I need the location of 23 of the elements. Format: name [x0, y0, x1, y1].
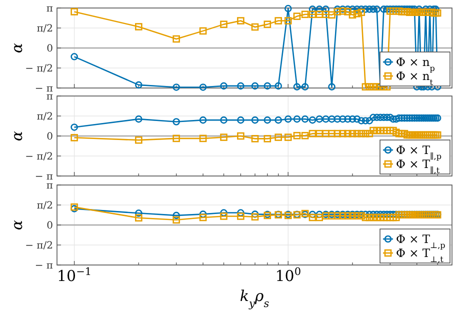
- legend-label: Φ × n$_{p}$: [396, 55, 435, 72]
- y-tick-label: π: [46, 92, 54, 102]
- x-tick-label: 10$^{0}$: [275, 266, 302, 285]
- y-tick-label: π/2: [36, 200, 53, 212]
- y-tick-label: π/2: [36, 112, 53, 122]
- y-tick-label: − π: [34, 172, 54, 182]
- x-axis-title: k$_{y}$ρ$_{s}$: [240, 287, 270, 310]
- y-tick-label: − π/2: [25, 152, 53, 162]
- y-tick-label: − π/2: [25, 240, 53, 252]
- y-axis-title: α: [8, 42, 26, 54]
- x-tick-label: 10$^{−1}$: [57, 266, 92, 285]
- y-axis-title: α: [8, 130, 26, 142]
- y-tick-label: 0: [46, 44, 53, 54]
- y-axis-title: α: [8, 220, 26, 230]
- y-tick-label: π: [46, 4, 54, 14]
- y-tick-label: − π/2: [25, 64, 53, 74]
- y-tick-label: − π: [34, 260, 54, 272]
- y-tick-label: − π: [34, 84, 54, 94]
- y-tick-label: 0: [46, 132, 53, 142]
- y-tick-label: π: [46, 180, 54, 192]
- y-tick-label: 0: [46, 220, 53, 232]
- legend-label: Φ × T$_{⊥,p}$: [396, 232, 446, 250]
- y-tick-label: π/2: [36, 24, 53, 34]
